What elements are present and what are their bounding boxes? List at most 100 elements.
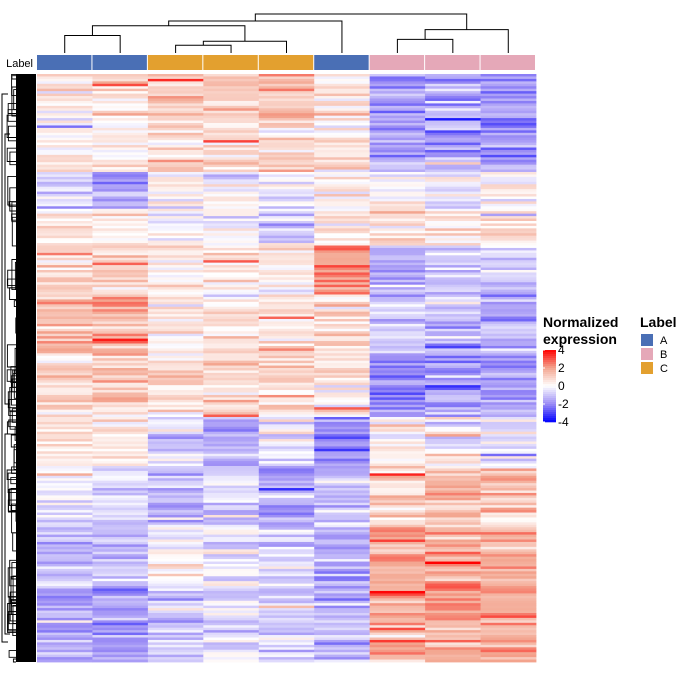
- heatmap-cell: [258, 225, 315, 229]
- heatmap-cell: [203, 98, 260, 102]
- heatmap-cell: [147, 83, 204, 87]
- heatmap-cell: [92, 350, 149, 354]
- heatmap-cell: [203, 331, 260, 335]
- heatmap-cell: [92, 189, 149, 192]
- heatmap-cell: [147, 78, 204, 82]
- heatmap-cell: [480, 434, 537, 437]
- heatmap-cell: [369, 348, 426, 352]
- heatmap-cell: [425, 370, 481, 374]
- heatmap-cell: [369, 456, 426, 460]
- heatmap-cell: [258, 392, 315, 396]
- heatmap-cell: [258, 559, 315, 562]
- heatmap-cell: [314, 343, 371, 347]
- annotation-cell-c: [258, 55, 314, 70]
- heatmap-cell: [480, 304, 537, 308]
- heatmap-cell: [480, 152, 537, 156]
- heatmap-cell: [369, 458, 426, 462]
- heatmap-cell: [480, 443, 537, 447]
- heatmap-cell: [314, 203, 371, 207]
- heatmap-cell: [203, 338, 260, 342]
- heatmap-cell: [147, 265, 204, 268]
- colorbar-step: [543, 392, 556, 395]
- colorbar-tick-label: 4: [558, 343, 565, 357]
- heatmap-cell: [37, 483, 93, 486]
- heatmap-cell: [480, 583, 537, 587]
- heatmap-cell: [37, 228, 93, 232]
- heatmap-cell: [37, 463, 93, 467]
- heatmap-cell: [203, 159, 260, 163]
- heatmap-cell: [147, 632, 204, 636]
- heatmap-cell: [203, 149, 260, 153]
- heatmap-cell: [37, 282, 93, 286]
- heatmap-cell: [203, 590, 260, 594]
- heatmap-cell: [425, 203, 481, 207]
- heatmap-cell: [369, 451, 426, 455]
- heatmap-cell: [480, 341, 537, 344]
- heatmap-cell: [425, 306, 481, 310]
- heatmap-cell: [480, 600, 537, 604]
- heatmap-cell: [369, 519, 426, 523]
- heatmap-cell: [203, 105, 260, 109]
- heatmap-cell: [314, 78, 371, 82]
- heatmap-cell: [203, 627, 260, 631]
- heatmap-cell: [369, 262, 426, 266]
- heatmap-cell: [203, 91, 260, 94]
- heatmap-cell: [480, 223, 537, 227]
- heatmap-cell: [258, 632, 315, 636]
- heatmap-cell: [425, 127, 481, 131]
- heatmap-cell: [203, 306, 260, 310]
- heatmap-cell: [203, 282, 260, 286]
- heatmap-cell: [258, 639, 315, 643]
- heatmap-cell: [369, 637, 426, 641]
- heatmap-cell: [92, 348, 149, 352]
- heatmap-cell: [369, 233, 426, 237]
- heatmap-cell: [37, 243, 93, 246]
- heatmap-cell: [203, 473, 260, 477]
- heatmap-cell: [92, 274, 149, 278]
- heatmap-cell: [203, 610, 260, 614]
- heatmap-cell: [480, 194, 537, 197]
- heatmap-cell: [314, 360, 371, 364]
- heatmap-cell: [480, 377, 537, 381]
- heatmap-cell: [258, 659, 315, 663]
- heatmap-cell: [369, 196, 426, 200]
- heatmap-cell: [147, 110, 204, 114]
- heatmap-cell: [258, 517, 315, 521]
- heatmap-cell: [92, 314, 149, 317]
- heatmap-cell: [147, 466, 204, 469]
- heatmap-cell: [425, 223, 481, 227]
- heatmap-cell: [425, 301, 481, 305]
- heatmap-cell: [92, 336, 149, 339]
- heatmap-cell: [369, 127, 426, 131]
- heatmap-cell: [369, 380, 426, 384]
- heatmap-cell: [37, 154, 93, 158]
- heatmap-cell: [314, 451, 371, 455]
- heatmap-cell: [92, 301, 149, 305]
- heatmap-cell: [480, 554, 537, 558]
- heatmap-cell: [425, 135, 481, 139]
- heatmap-cell: [425, 446, 481, 450]
- colorbar-step: [543, 420, 556, 423]
- heatmap-cell: [258, 419, 315, 423]
- heatmap-cell: [147, 492, 204, 496]
- heatmap-cell: [425, 238, 481, 241]
- heatmap-cell: [92, 527, 149, 531]
- heatmap-cell: [37, 625, 93, 629]
- heatmap-cell: [369, 659, 426, 663]
- heatmap-cell: [425, 208, 481, 212]
- heatmap-cell: [147, 627, 204, 631]
- heatmap-cell: [37, 186, 93, 190]
- heatmap-cell: [203, 198, 260, 202]
- row-dendrogram-link: [12, 532, 16, 552]
- heatmap-cell: [147, 157, 204, 161]
- heatmap-cell: [92, 505, 149, 509]
- heatmap-cell: [314, 590, 371, 594]
- heatmap-cell: [92, 238, 149, 241]
- heatmap-cell: [369, 208, 426, 212]
- heatmap-cell: [480, 625, 537, 629]
- heatmap-cell: [37, 328, 93, 332]
- heatmap-cell: [369, 632, 426, 636]
- colorbar-title-line-2: expression: [543, 331, 617, 347]
- heatmap-cell: [314, 529, 371, 533]
- heatmap-cell: [480, 519, 537, 523]
